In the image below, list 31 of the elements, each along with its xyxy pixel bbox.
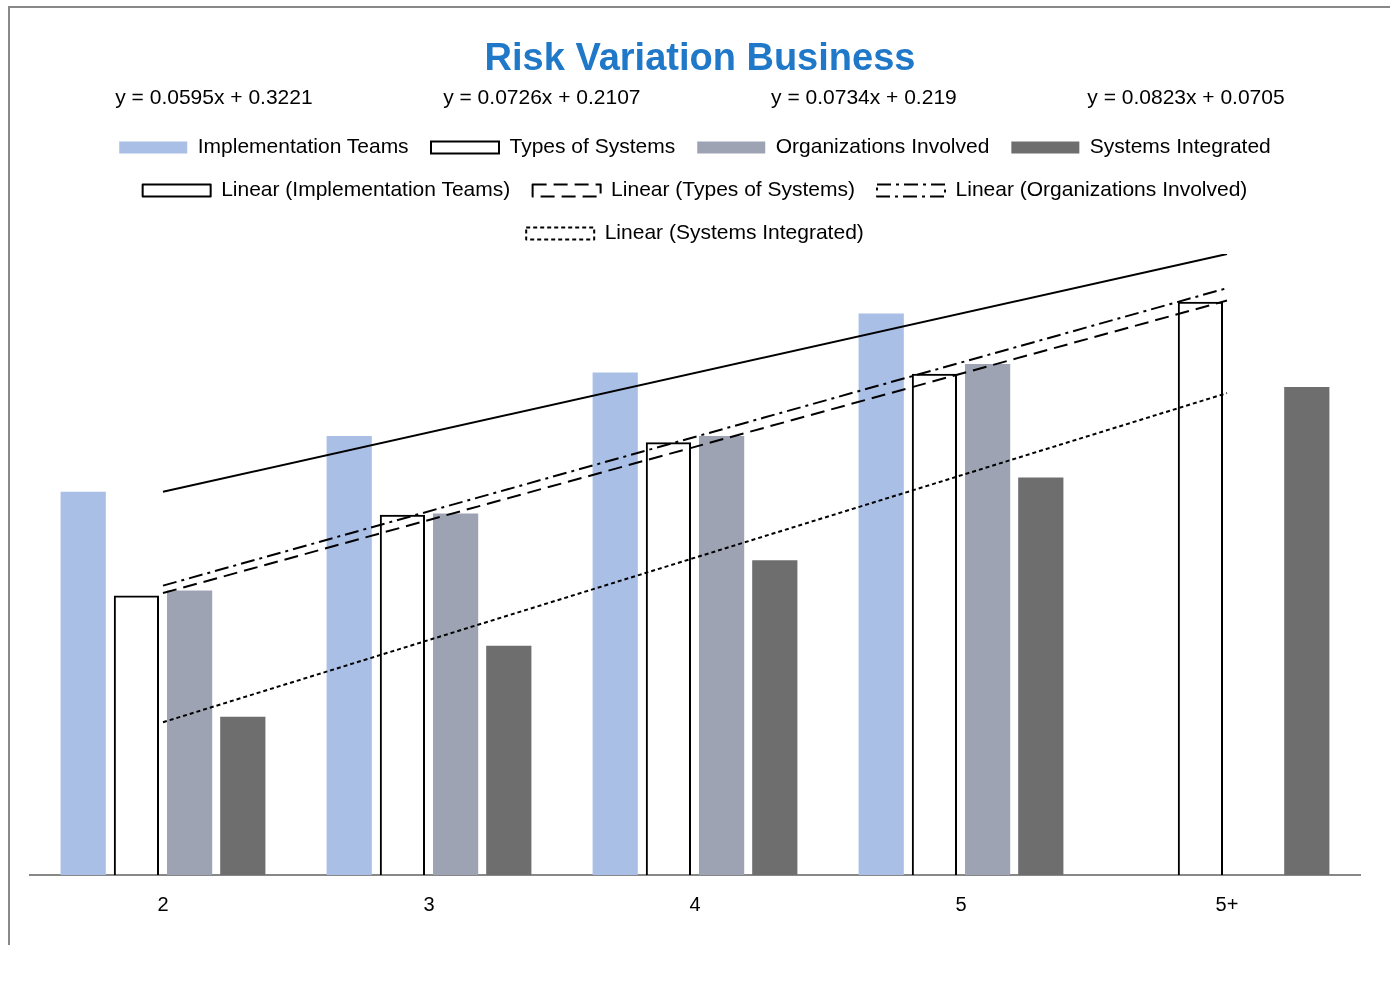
bar: [592, 372, 638, 875]
bar: [432, 513, 479, 875]
bar: [1284, 386, 1330, 875]
legend-label: Linear (Systems Integrated): [604, 220, 864, 244]
x-tick-label: 5+: [1215, 892, 1239, 915]
bar: [1018, 477, 1064, 875]
legend-label: Linear (Implementation Teams): [221, 177, 511, 201]
bar: [486, 645, 532, 875]
bar: [166, 590, 213, 875]
legend-label: Organizations Involved: [775, 134, 990, 158]
legend-label: Implementation Teams: [197, 134, 409, 158]
x-tick-label: 4: [689, 892, 701, 915]
text: y = 0.0726x + 0.2107: [443, 85, 641, 109]
bar: [752, 560, 798, 875]
text: y = 0.0595x + 0.3221: [115, 85, 313, 109]
bar: [698, 435, 745, 875]
legend-label: Linear (Organizations Involved): [955, 177, 1248, 201]
bar: [220, 716, 266, 875]
bar: [60, 491, 106, 875]
x-tick-label: 5: [955, 892, 967, 915]
legend-label: Systems Integrated: [1089, 134, 1271, 158]
text: y = 0.0734x + 0.219: [771, 85, 957, 109]
x-tick-label: 3: [423, 892, 435, 915]
bar: [858, 313, 904, 875]
text: y = 0.0823x + 0.0705: [1087, 85, 1285, 109]
chart-title: Risk Variation Business: [483, 35, 917, 79]
x-tick-label: 2: [157, 892, 169, 915]
bar: [326, 435, 372, 875]
legend-label: Linear (Types of Systems): [611, 177, 856, 201]
bar: [964, 363, 1011, 875]
legend-label: Types of Systems: [509, 134, 676, 158]
